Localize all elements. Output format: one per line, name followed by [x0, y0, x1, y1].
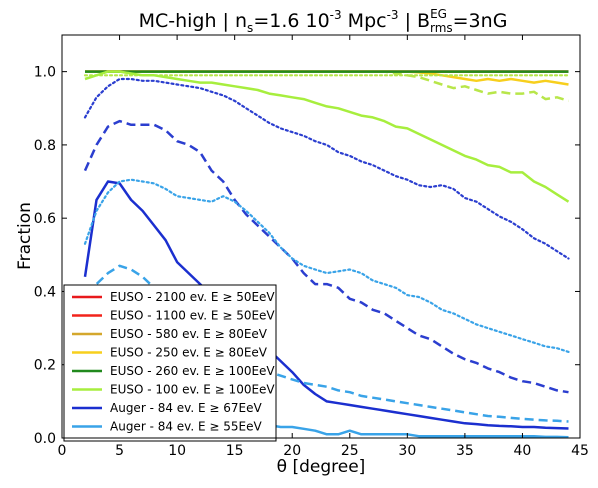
series-line-7 [84, 70, 570, 203]
series-line-10 [83, 180, 569, 430]
series-line-9 [83, 119, 569, 394]
x-tick-label: 5 [115, 443, 124, 459]
x-tick-label: 20 [283, 443, 301, 459]
y-tick-label: 1.0 [34, 65, 56, 81]
x-tick-label: 25 [341, 443, 359, 459]
y-tick-label: 0.6 [34, 211, 56, 227]
x-tick-label: 40 [514, 443, 532, 459]
x-tick-label: 15 [226, 443, 244, 459]
title-b-sup: EG [430, 7, 447, 21]
tick-layer: 0 5 10 15 20 25 30 35 40 45 0.0 0.2 0.4 0.6 0.8 1.0 [34, 35, 589, 459]
legend: EUSO - 2100 ev. E ≥ 50EeV EUSO - 1100 ev.… [63, 284, 277, 442]
y-tick-label: 0.4 [34, 284, 56, 300]
legend-label: EUSO - 1100 ev. E ≥ 50EeV [110, 309, 275, 323]
chart-title: MC-high | ns=1.6 10-3 Mpc-3 | BEG rms=3nG [139, 7, 508, 35]
legend-label: EUSO - 250 ev. E ≥ 80EeV [110, 346, 268, 360]
series-line-11 [83, 178, 570, 353]
legend-label: Auger - 84 ev. E ≥ 55EeV [110, 420, 262, 434]
x-tick-label: 35 [456, 443, 474, 459]
y-tick-label: 0.8 [34, 138, 56, 154]
title-exp1: -3 [330, 8, 342, 22]
legend-label: EUSO - 2100 ev. E ≥ 50EeV [110, 290, 275, 304]
x-tick-label: 45 [571, 443, 589, 459]
title-b-value: =3nG [453, 10, 508, 32]
title-n-value: =1.6 10 [253, 10, 329, 32]
legend-label: Auger - 84 ev. E ≥ 67EeV [110, 401, 262, 415]
title-sep: | B [399, 10, 431, 32]
title-unit: Mpc [342, 10, 387, 32]
legend-label: EUSO - 100 ev. E ≥ 100EeV [110, 383, 275, 397]
y-axis-label: Fraction [15, 202, 35, 270]
legend-label: EUSO - 260 ev. E ≥ 100EeV [110, 364, 275, 378]
title-b-sub: rms [430, 21, 453, 35]
legend-label: EUSO - 580 ev. E ≥ 80EeV [110, 327, 268, 341]
series-line-8 [83, 77, 570, 260]
x-axis-label: θ [degree] [277, 457, 366, 477]
title-prefix: MC-high | n [139, 10, 247, 32]
y-tick-label: 0.0 [34, 431, 56, 447]
plot-frame [61, 34, 581, 439]
x-tick-label: 10 [168, 443, 186, 459]
y-tick-label: 0.2 [34, 358, 56, 374]
legend-box [63, 284, 277, 442]
title-n-sub: s [247, 21, 253, 35]
x-tick-label: 0 [58, 443, 67, 459]
title-exp2: -3 [387, 8, 399, 22]
series-line-3 [85, 70, 569, 86]
x-tick-label: 30 [398, 443, 416, 459]
